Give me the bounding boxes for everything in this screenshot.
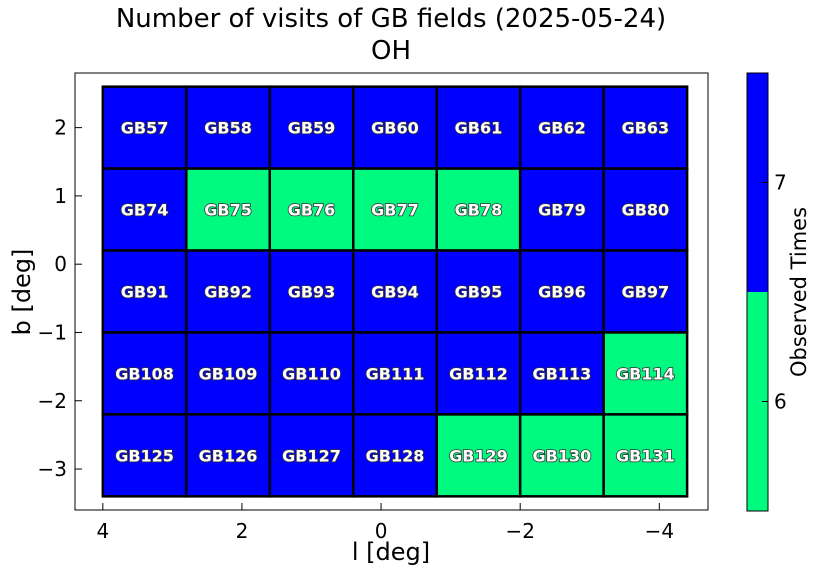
field-cell-gb97: [602, 249, 689, 334]
field-label-gb109: GB109: [199, 364, 258, 383]
field-cell-gb129: [435, 413, 522, 498]
y-tick-label: −2: [38, 389, 67, 413]
field-cell-gb128: [351, 413, 438, 498]
field-label-gb131: GB131: [616, 446, 675, 465]
y-tick-label: 1: [54, 184, 67, 208]
field-label-gb125: GB125: [115, 446, 174, 465]
colorbar-tick-label: 7: [774, 171, 787, 195]
field-cell-gb76: [268, 167, 355, 252]
x-tick-label: −4: [645, 519, 674, 543]
field-label-gb75: GB75: [204, 201, 252, 220]
field-cell-gb131: [602, 413, 689, 498]
y-tick-label: 0: [54, 252, 67, 276]
field-label-gb95: GB95: [455, 283, 503, 302]
x-axis: 4 2 0 −2 −4: [96, 503, 674, 543]
colorbar-label: Observed Times: [787, 207, 811, 377]
field-label-gb126: GB126: [199, 446, 258, 465]
field-label-gb76: GB76: [288, 201, 336, 220]
colorbar: 67: [747, 73, 787, 511]
field-label-gb63: GB63: [622, 119, 670, 138]
field-label-gb127: GB127: [282, 446, 341, 465]
colorbar-segment-7: [747, 73, 768, 292]
field-cell-gb109: [185, 331, 272, 416]
field-label-gb96: GB96: [538, 283, 586, 302]
y-tick-label: −1: [38, 320, 67, 344]
field-label-gb77: GB77: [371, 201, 419, 220]
field-label-gb91: GB91: [121, 283, 169, 302]
field-cell-gb110: [268, 331, 355, 416]
field-cell-gb79: [518, 167, 605, 252]
x-tick-label: 2: [236, 519, 249, 543]
field-label-gb58: GB58: [204, 119, 252, 138]
field-label-gb112: GB112: [449, 364, 508, 383]
field-label-gb61: GB61: [455, 119, 503, 138]
field-label-gb114: GB114: [616, 364, 675, 383]
field-label-gb74: GB74: [121, 201, 169, 220]
x-axis-label: l [deg]: [352, 538, 430, 566]
field-label-gb78: GB78: [455, 201, 503, 220]
x-tick-label: 4: [96, 519, 109, 543]
y-axis-label: b [deg]: [8, 249, 36, 336]
plot-frame: [74, 72, 709, 511]
cells-layer: [101, 85, 689, 498]
field-label-gb97: GB97: [622, 283, 670, 302]
field-cell-gb94: [351, 249, 438, 334]
field-cell-gb78: [435, 167, 522, 252]
field-cell-gb93: [268, 249, 355, 334]
field-cell-gb114: [602, 331, 689, 416]
field-label-gb110: GB110: [282, 364, 341, 383]
field-cell-gb127: [268, 413, 355, 498]
field-cell-gb61: [435, 85, 522, 170]
colorbar-tick-label: 6: [774, 390, 787, 414]
field-label-gb94: GB94: [371, 283, 419, 302]
field-cell-gb74: [101, 167, 188, 252]
field-label-gb111: GB111: [366, 364, 425, 383]
field-cell-gb80: [602, 167, 689, 252]
field-cell-gb126: [185, 413, 272, 498]
field-cell-gb113: [518, 331, 605, 416]
y-tick-label: −3: [38, 457, 67, 481]
colorbar-segment-6: [747, 292, 768, 511]
y-axis: 2 1 0 −1 −2 −3: [38, 116, 82, 481]
x-tick-label: 0: [375, 519, 388, 543]
x-tick-label: −2: [505, 519, 534, 543]
field-label-gb108: GB108: [115, 364, 174, 383]
chart-subtitle: OH: [370, 36, 411, 66]
field-label-gb92: GB92: [204, 283, 252, 302]
field-cell-gb63: [602, 85, 689, 170]
field-label-gb60: GB60: [371, 119, 419, 138]
field-label-gb130: GB130: [533, 446, 592, 465]
field-cell-gb125: [101, 413, 188, 498]
field-label-gb129: GB129: [449, 446, 508, 465]
field-label-gb80: GB80: [622, 201, 670, 220]
field-cell-gb62: [518, 85, 605, 170]
colorbar-frame: [746, 72, 769, 512]
field-label-gb113: GB113: [533, 364, 592, 383]
field-label-gb79: GB79: [538, 201, 586, 220]
field-label-gb93: GB93: [288, 283, 336, 302]
chart-title: Number of visits of GB fields (2025-05-2…: [115, 4, 667, 34]
field-label-gb57: GB57: [121, 119, 169, 138]
field-label-gb62: GB62: [538, 119, 586, 138]
y-tick-label: 2: [54, 116, 67, 140]
field-label-gb59: GB59: [288, 119, 336, 138]
cell-labels-layer: GB57 GB58 GB59 GB60 GB61 GB62 GB63 GB74 GB75 GB76…: [114, 118, 675, 466]
field-label-gb128: GB128: [366, 446, 425, 465]
